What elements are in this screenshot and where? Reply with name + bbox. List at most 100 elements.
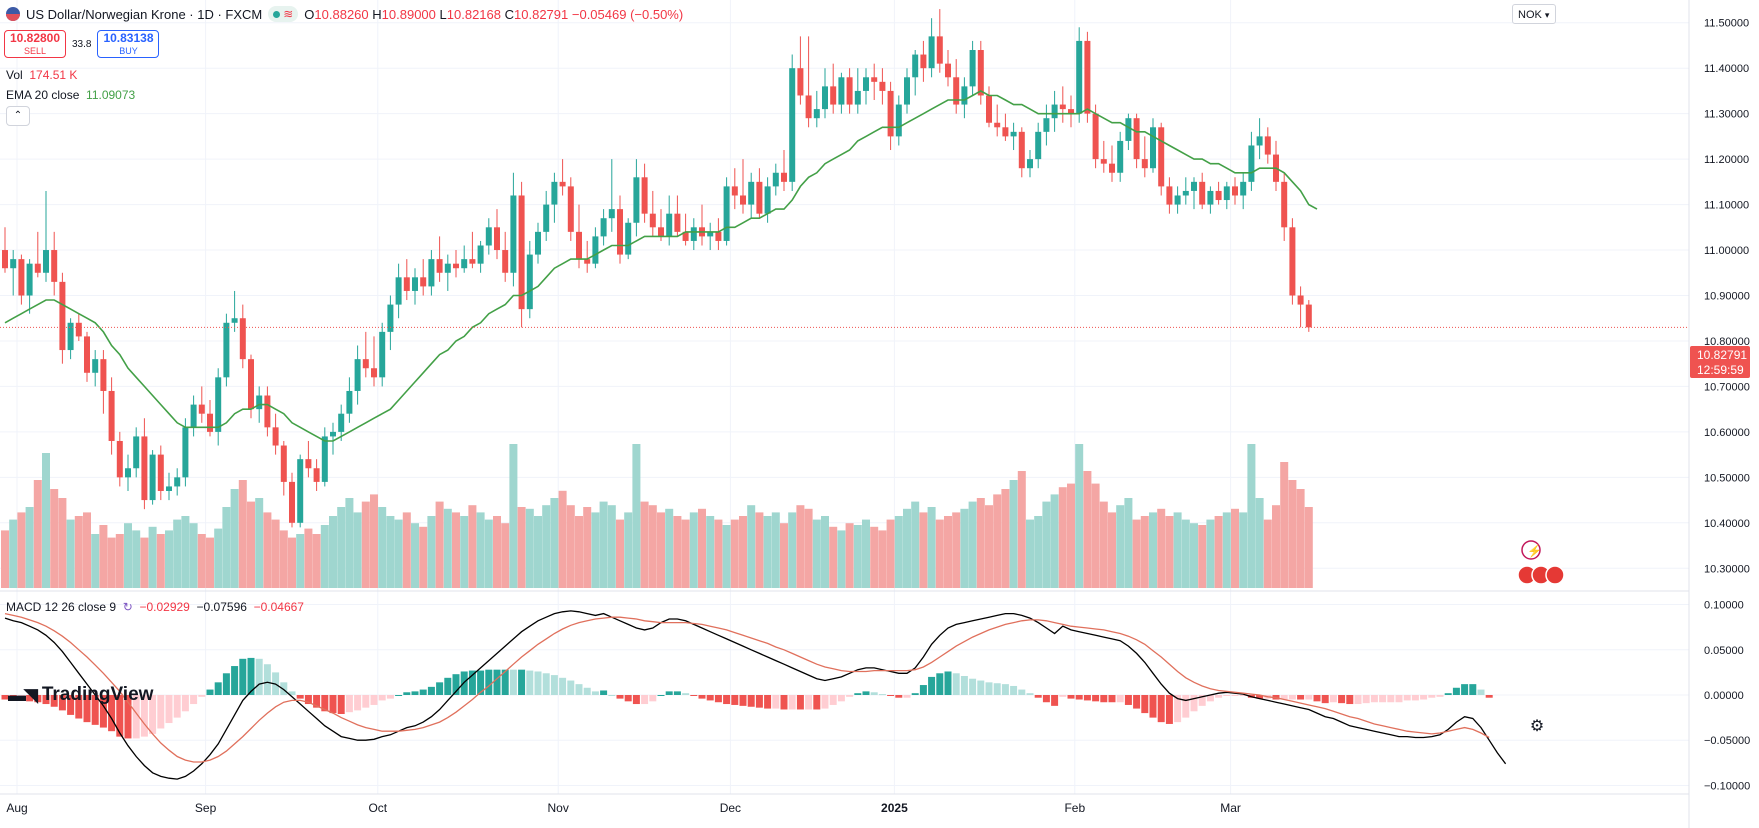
macd-histogram-bar (91, 695, 99, 725)
macd-histogram-bar (657, 695, 665, 696)
volume-bar (156, 534, 165, 588)
candle-body (166, 486, 172, 491)
symbol-title[interactable]: US Dollar/Norwegian Krone · 1D · FXCM (26, 6, 263, 22)
candle-body (75, 322, 82, 337)
volume-bar (525, 508, 534, 588)
macd-histogram-bar (1215, 695, 1223, 698)
volume-bar (952, 512, 961, 588)
time-tick-label: 2025 (881, 801, 908, 815)
volume-bar (132, 530, 141, 588)
volume-bar (288, 537, 296, 588)
macd-histogram-bar (1231, 695, 1239, 696)
macd-histogram-bar (26, 695, 34, 702)
candle-body (838, 77, 845, 105)
macd-histogram-bar (1083, 695, 1091, 701)
candle-body (756, 181, 763, 214)
volume-bar (1067, 483, 1075, 588)
candle-body (649, 213, 656, 228)
price-axis[interactable]: 11.50000 11.40000 11.30000 11.20000 11.10000… (1704, 18, 1750, 576)
macd-histogram-bar (1010, 685, 1018, 695)
candle-body (379, 331, 386, 378)
volume-legend[interactable]: Vol 174.51 K (6, 68, 78, 82)
collapse-legend-button[interactable]: ⌃ (6, 106, 30, 126)
currency-selector[interactable]: NOK ▾ (1512, 4, 1556, 24)
macd-histogram-bar (124, 695, 132, 739)
volume-bar (353, 512, 362, 588)
candle-body (26, 263, 33, 296)
change-readout: −0.05469 (−0.50%) (571, 6, 684, 22)
time-axis[interactable]: Aug Sep Oct Nov Dec 2025 Feb Mar (6, 801, 1241, 815)
candle-body (51, 250, 58, 282)
volume-bar (681, 519, 690, 588)
market-status-pill[interactable]: ≋ (268, 6, 299, 22)
candle-body (477, 245, 484, 264)
volume-bar (1140, 516, 1149, 588)
macd-histogram-bar (887, 695, 895, 696)
candle-body (453, 263, 459, 269)
candle-body (428, 259, 435, 287)
volume-bar (337, 507, 346, 588)
macd-histogram-bar (58, 695, 66, 711)
volume-bar (763, 516, 772, 588)
candle-body (297, 459, 304, 523)
macd-histogram-bar (673, 691, 681, 695)
macd-histogram-bar (665, 691, 673, 695)
macd-histogram-bar (255, 658, 263, 695)
macd-histogram-bar (1313, 695, 1321, 702)
buy-button[interactable]: 10.83138 BUY (97, 30, 160, 58)
macd-histogram-bar (952, 673, 960, 695)
macd-histogram-bar (1338, 695, 1346, 704)
volume-bar (74, 516, 83, 588)
candle-body (346, 390, 353, 414)
volume-bar (862, 519, 870, 588)
volume-bar (370, 494, 378, 588)
candle-body (207, 413, 213, 432)
volume-bar (755, 512, 764, 588)
macd-histogram-bar (1288, 695, 1296, 700)
sell-button[interactable]: 10.82800 SELL (4, 30, 66, 58)
settings-gear-icon[interactable]: ⚙ (1529, 718, 1545, 735)
price-tick-label: 10.70000 (1704, 381, 1750, 393)
us-flag-event-icon-3[interactable] (1545, 565, 1565, 585)
candle-body (920, 54, 927, 69)
macd-histogram-bar (34, 695, 42, 703)
volume-bar (329, 516, 337, 588)
candle-body (494, 227, 500, 251)
tradingview-logo[interactable]: ▬◥ TradingView (8, 684, 154, 705)
volume-bar (796, 505, 805, 588)
volume-bar (25, 507, 34, 588)
volume-bar (935, 519, 944, 588)
ema-legend[interactable]: EMA 20 close 11.09073 (6, 88, 136, 102)
currency-flag-icon (6, 7, 20, 21)
volume-bar (616, 519, 624, 588)
candle-body (1010, 131, 1017, 137)
macd-tick-label: −0.10000 (1704, 780, 1750, 792)
macd-legend[interactable]: MACD 12 26 close 9 ↻ −0.02929 −0.07596 −… (6, 600, 304, 614)
candle-body (412, 277, 418, 291)
event-markers[interactable]: ⚡ (1517, 540, 1565, 585)
volume-bar (91, 534, 100, 588)
macd-histogram-bar (477, 670, 485, 695)
volume-bar (1288, 480, 1297, 588)
volume-bar (17, 512, 26, 588)
macd-histogram-bar (690, 695, 698, 696)
macd-histogram-bar (288, 691, 296, 695)
lightning-event-icon[interactable] (1521, 540, 1541, 560)
candle-body (912, 54, 919, 78)
candle-body (887, 90, 894, 137)
candle-body (1256, 136, 1263, 146)
price-tick-label: 11.40000 (1704, 63, 1749, 75)
time-tick-label: Oct (368, 801, 387, 815)
candle-body (116, 440, 123, 478)
volume-bar (197, 534, 206, 588)
volume-bar (1124, 498, 1133, 588)
macd-histogram-bar (1395, 695, 1403, 703)
macd-histogram-bar (518, 669, 526, 695)
macd-histogram-bar (354, 695, 362, 711)
candle-body (1223, 186, 1230, 201)
macd-histogram-bar (960, 676, 968, 695)
macd-histogram-bar (854, 693, 862, 695)
macd-histogram-bar (1042, 695, 1050, 703)
macd-histogram-bar (1387, 695, 1395, 703)
